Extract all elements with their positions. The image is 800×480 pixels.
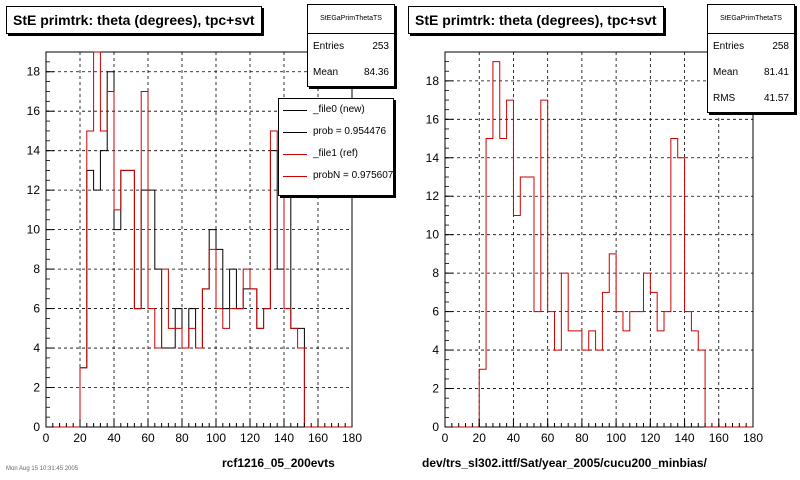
right-mean-value: 81.41 — [763, 67, 789, 78]
y-tick-label: 2 — [432, 382, 439, 396]
left-chart-title: StE primtrk: theta (degrees), tpc+svt — [6, 6, 262, 34]
right-chart-title: StE primtrk: theta (degrees), tpc+svt — [408, 6, 664, 34]
y-tick-label: 8 — [33, 262, 40, 276]
plot-frame — [444, 51, 754, 428]
y-tick-label: 12 — [27, 183, 41, 197]
left-stats-histname: StEGaPrimThetaTS — [308, 5, 394, 34]
x-tick-label: 60 — [541, 431, 555, 445]
legend-line-black — [283, 110, 307, 111]
right-x-axis-label: dev/trs_sl302.ittf/Sat/year_2005/cucu200… — [422, 456, 707, 470]
x-tick-label: 80 — [175, 431, 189, 445]
left-stats-entries: Entries 253 — [308, 34, 394, 60]
left-entries-value: 253 — [372, 41, 389, 52]
y-tick-label: 10 — [27, 223, 41, 237]
y-tick-label: 14 — [27, 144, 41, 158]
x-tick-label: 140 — [274, 431, 294, 445]
right-rms-label: RMS — [713, 93, 736, 104]
legend-label: _file0 (new) — [313, 104, 365, 115]
histogram-series-0 — [445, 61, 753, 428]
y-tick-label: 4 — [33, 341, 40, 355]
y-tick-label: 14 — [426, 151, 440, 165]
y-tick-label: 0 — [432, 420, 439, 434]
left-stats-mean: Mean 84.36 — [308, 60, 394, 86]
x-tick-label: 180 — [743, 431, 763, 445]
y-tick-label: 0 — [33, 420, 40, 434]
y-tick-label: 12 — [426, 189, 440, 203]
right-mean-label: Mean — [713, 67, 739, 78]
x-tick-label: 160 — [308, 431, 328, 445]
right-stats-entries: Entries 258 — [708, 34, 794, 60]
legend-entry-file0: _file0 (new) — [279, 99, 393, 121]
legend-label: prob = 0.954476 — [313, 126, 387, 137]
x-tick-label: 160 — [709, 431, 729, 445]
x-tick-label: 0 — [43, 431, 50, 445]
left-stats-box: StEGaPrimThetaTS Entries 253 Mean 84.36 — [307, 4, 395, 87]
x-tick-label: 20 — [473, 431, 487, 445]
y-tick-label: 4 — [432, 343, 439, 357]
left-legend: _file0 (new) prob = 0.954476 _file1 (ref… — [278, 98, 394, 196]
x-tick-label: 0 — [442, 431, 449, 445]
y-tick-label: 16 — [27, 104, 41, 118]
left-mean-label: Mean — [313, 67, 339, 78]
x-tick-label: 40 — [107, 431, 121, 445]
y-tick-label: 10 — [426, 228, 440, 242]
x-tick-label: 40 — [507, 431, 521, 445]
x-tick-label: 20 — [73, 431, 87, 445]
x-tick-label: 140 — [675, 431, 695, 445]
right-stats-rms: RMS 41.57 — [708, 86, 794, 112]
right-entries-label: Entries — [713, 41, 745, 52]
histogram-series-1 — [46, 51, 352, 428]
right-histogram: 0 20 40 60 80 100 120 140 160 180 0 2 4 6 8 10 12 14 16 18 — [426, 51, 763, 445]
y-tick-label: 2 — [33, 381, 40, 395]
right-stats-box: StEGaPrimThetaTS Entries 258 Mean 81.41 … — [707, 4, 795, 113]
right-stats-mean: Mean 81.41 — [708, 60, 794, 86]
legend-line-red — [283, 176, 307, 177]
y-tick-label: 18 — [426, 74, 440, 88]
legend-entry-probn: probN = 0.975607 — [279, 165, 393, 187]
legend-entry-file1: _file1 (ref) — [279, 143, 393, 165]
x-tick-label: 120 — [640, 431, 660, 445]
legend-entry-prob: prob = 0.954476 — [279, 121, 393, 143]
timestamp-stamp: Mon Aug 15 10:31:45 2005 — [6, 466, 79, 472]
y-tick-label: 6 — [432, 305, 439, 319]
y-tick-label: 6 — [33, 302, 40, 316]
x-tick-label: 100 — [206, 431, 226, 445]
legend-line-red — [283, 154, 307, 155]
x-tick-label: 120 — [240, 431, 260, 445]
legend-label: probN = 0.975607 — [313, 170, 394, 181]
x-tick-label: 180 — [342, 431, 362, 445]
left-x-axis-label: rcf1216_05_200evts — [222, 456, 335, 470]
legend-line-black — [283, 132, 307, 133]
y-tick-label: 16 — [426, 112, 440, 126]
x-tick-label: 100 — [606, 431, 626, 445]
x-tick-label: 60 — [141, 431, 155, 445]
right-rms-value: 41.57 — [763, 93, 789, 104]
y-tick-label: 18 — [27, 65, 41, 79]
left-entries-label: Entries — [313, 41, 345, 52]
left-pad: 0 20 40 60 80 100 120 140 160 180 0 2 4 6 8 10 12 14 16 18 … — [6, 4, 395, 470]
y-tick-label: 8 — [432, 266, 439, 280]
right-entries-value: 258 — [772, 41, 789, 52]
right-pad: 0 20 40 60 80 100 120 140 160 180 0 2 4 6 8 10 12 14 16 18 … — [400, 0, 800, 480]
x-tick-label: 80 — [575, 431, 589, 445]
right-stats-histname: StEGaPrimThetaTS — [708, 5, 794, 34]
left-mean-value: 84.36 — [363, 67, 389, 78]
legend-label: _file1 (ref) — [313, 148, 359, 159]
